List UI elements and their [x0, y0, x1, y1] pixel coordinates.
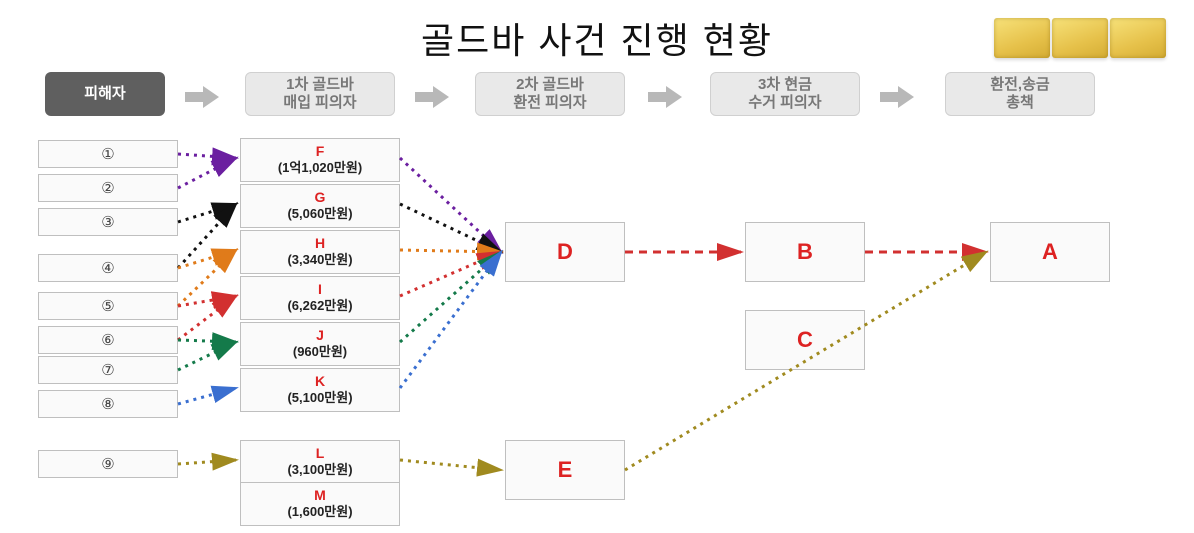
goldbar-icon: [1110, 18, 1166, 58]
goldbar-icon: [994, 18, 1050, 58]
stage-header-4: 환전,송금총책: [945, 72, 1095, 116]
victim-4: ④: [38, 254, 178, 282]
suspect-label: I: [243, 281, 397, 298]
suspect-label: G: [243, 189, 397, 206]
stage-arrow-icon: [415, 86, 449, 108]
suspect-amount: (5,100만원): [243, 390, 397, 406]
suspect-L: L(3,100만원): [240, 440, 400, 484]
suspect-amount: (1억1,020만원): [243, 160, 397, 176]
suspect-label: M: [243, 487, 397, 504]
victim-6: ⑥: [38, 326, 178, 354]
node-C: C: [745, 310, 865, 370]
victim-2: ②: [38, 174, 178, 202]
stage-header-2: 2차 골드바환전 피의자: [475, 72, 625, 116]
goldbar-images: [994, 18, 1166, 58]
suspect-M: M(1,600만원): [240, 482, 400, 526]
suspect-amount: (3,100만원): [243, 462, 397, 478]
node-A: A: [990, 222, 1110, 282]
node-E: E: [505, 440, 625, 500]
stage-header-0: 피해자: [45, 72, 165, 116]
suspect-I: I(6,262만원): [240, 276, 400, 320]
goldbar-icon: [1052, 18, 1108, 58]
node-D: D: [505, 222, 625, 282]
stage-header-3: 3차 현금수거 피의자: [710, 72, 860, 116]
victim-5: ⑤: [38, 292, 178, 320]
suspect-H: H(3,340만원): [240, 230, 400, 274]
victim-8: ⑧: [38, 390, 178, 418]
stage-arrow-icon: [648, 86, 682, 108]
suspect-F: F(1억1,020만원): [240, 138, 400, 182]
suspect-K: K(5,100만원): [240, 368, 400, 412]
suspect-amount: (3,340만원): [243, 252, 397, 268]
stage-header-1: 1차 골드바매입 피의자: [245, 72, 395, 116]
suspect-label: J: [243, 327, 397, 344]
suspect-label: L: [243, 445, 397, 462]
suspect-amount: (6,262만원): [243, 298, 397, 314]
suspect-label: K: [243, 373, 397, 390]
suspect-amount: (960만원): [243, 344, 397, 360]
suspect-G: G(5,060만원): [240, 184, 400, 228]
victim-9: ⑨: [38, 450, 178, 478]
victim-1: ①: [38, 140, 178, 168]
suspect-amount: (5,060만원): [243, 206, 397, 222]
suspect-amount: (1,600만원): [243, 504, 397, 520]
stage-arrow-icon: [880, 86, 914, 108]
stage-arrow-icon: [185, 86, 219, 108]
victim-7: ⑦: [38, 356, 178, 384]
suspect-J: J(960만원): [240, 322, 400, 366]
suspect-label: F: [243, 143, 397, 160]
victim-3: ③: [38, 208, 178, 236]
suspect-label: H: [243, 235, 397, 252]
node-B: B: [745, 222, 865, 282]
